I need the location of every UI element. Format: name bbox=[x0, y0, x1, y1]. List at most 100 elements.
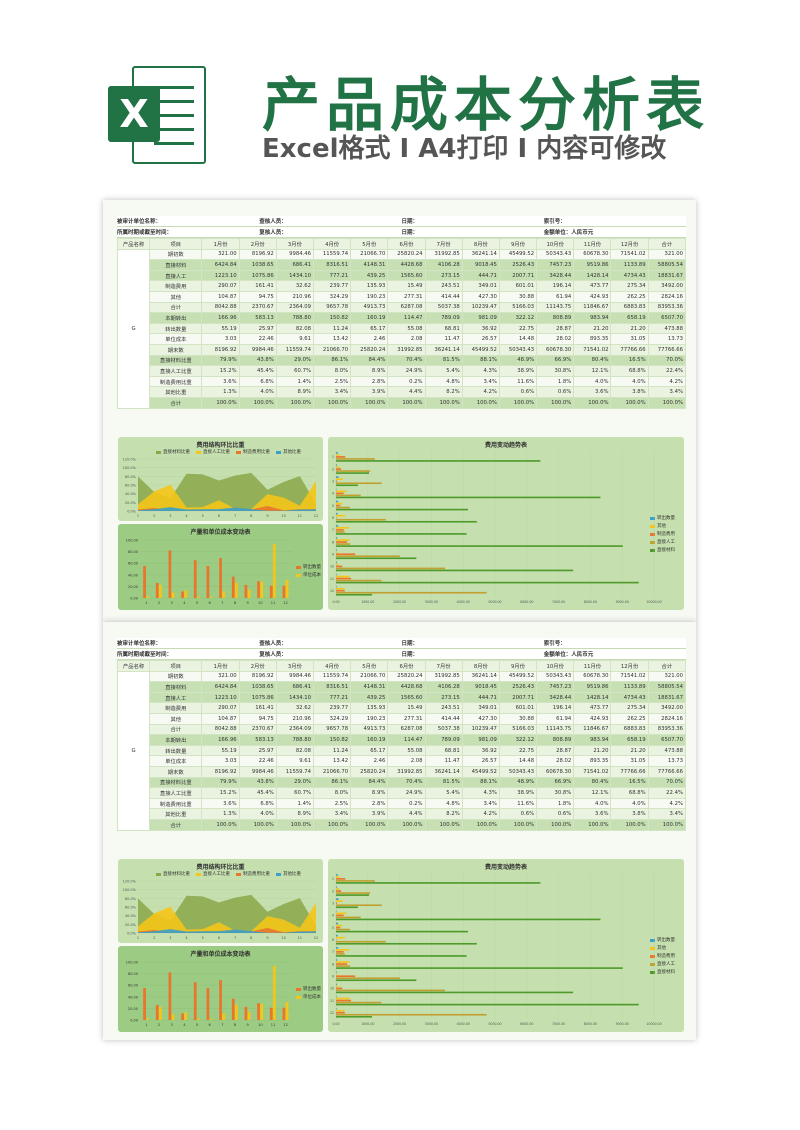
legend-label: 直接人工比重 bbox=[203, 450, 230, 455]
y-tick-label: 4 bbox=[332, 914, 334, 918]
trend-chart-title: 费用变动趋势表 bbox=[484, 442, 527, 449]
y-tick-label: 12 bbox=[330, 1011, 334, 1015]
column-header: 6月份 bbox=[387, 238, 426, 250]
trend-bar bbox=[336, 591, 487, 594]
table-cell: 86.1% bbox=[312, 776, 352, 789]
trend-bar bbox=[336, 579, 382, 582]
table-cell: 100.0% bbox=[498, 396, 538, 409]
table-cell: 70.0% bbox=[647, 776, 687, 789]
trend-bar bbox=[336, 577, 352, 580]
trend-bar bbox=[336, 470, 371, 472]
trend-bar bbox=[336, 563, 338, 566]
legend-item: 其他 bbox=[650, 945, 675, 951]
legend-label: 直接材料比重 bbox=[163, 872, 190, 877]
table-cell: 5166.03 bbox=[498, 301, 538, 314]
table-cell: 2526.43 bbox=[498, 681, 538, 693]
table-cell: 45499.52 bbox=[461, 343, 500, 356]
table-cell: 1434.10 bbox=[275, 691, 314, 704]
trend-bar bbox=[336, 551, 337, 553]
table-cell: 9657.78 bbox=[312, 301, 352, 314]
y-tick-label: 7 bbox=[332, 950, 334, 954]
table-cell: 80.4% bbox=[573, 776, 612, 789]
table-cell: 686.41 bbox=[275, 259, 314, 271]
trend-bar bbox=[336, 496, 601, 499]
table-row: 制造费用 290.07 161.41 32.62 239.77 135.93 15.49 24… bbox=[118, 280, 687, 292]
table-cell: 1223.10 bbox=[201, 691, 240, 704]
table-cell: 277.31 bbox=[387, 712, 426, 725]
y-tick-label: 3 bbox=[332, 479, 334, 483]
table-cell: 275.34 bbox=[610, 702, 649, 714]
area-series bbox=[138, 507, 316, 511]
table-cell: 55.08 bbox=[387, 744, 426, 757]
table-row: 制造费用比重 3.6% 6.8% 1.4% 2.5% 2.8% 0.2% 4.8% 3.4% 11… bbox=[118, 797, 687, 810]
table-cell: 414.44 bbox=[424, 290, 463, 303]
bar-chart-panel: 产量和单位成本变动表 转出数量 单位成本 0.00 20.00 40.00 60.00 80.… bbox=[118, 946, 323, 1032]
x-tick-label: 8000.00 bbox=[584, 600, 597, 604]
table-cell: 24.9% bbox=[387, 365, 426, 377]
table-cell: 8.2% bbox=[424, 386, 463, 398]
table-cell: 21.20 bbox=[573, 744, 612, 757]
table-cell: 100.0% bbox=[387, 818, 426, 831]
trend-chart-title: 费用变动趋势表 bbox=[484, 864, 527, 871]
table-cell: 60678.30 bbox=[536, 343, 575, 356]
table-cell: 6.8% bbox=[238, 797, 277, 810]
x-tick-label: 7000.00 bbox=[552, 1022, 565, 1026]
bar bbox=[273, 543, 276, 598]
table-cell: 66.9% bbox=[536, 776, 575, 789]
trend-bar bbox=[336, 934, 338, 937]
x-tick-label: 1 bbox=[137, 936, 139, 940]
table-row: 合计 100.0% 100.0% 100.0% 100.0% 100.0% 100.0% 10… bbox=[118, 396, 687, 409]
bar bbox=[181, 1013, 184, 1020]
table-cell: 11.24 bbox=[312, 744, 352, 757]
table-cell: 100.0% bbox=[573, 396, 612, 409]
area-series bbox=[138, 927, 316, 933]
trend-bar bbox=[336, 543, 351, 545]
table-cell: 100.0% bbox=[201, 396, 240, 409]
table-cell: 15.2% bbox=[201, 365, 240, 377]
bar bbox=[247, 1011, 251, 1020]
y-tick-label: 9 bbox=[332, 552, 334, 556]
table-cell: 9657.78 bbox=[312, 723, 352, 736]
x-tick-label: 8 bbox=[234, 1023, 236, 1027]
table-cell: 100.0% bbox=[424, 396, 463, 409]
table-cell: 28.87 bbox=[536, 744, 575, 757]
trend-bar bbox=[336, 492, 344, 495]
table-cell: 4734.43 bbox=[610, 269, 649, 282]
trend-bar bbox=[336, 985, 338, 988]
y-tick-label: 80.0% bbox=[125, 897, 137, 901]
table-cell: 439.25 bbox=[350, 691, 389, 704]
y-tick-label: 60.00 bbox=[128, 562, 138, 566]
table-cell: 31992.85 bbox=[387, 343, 426, 356]
table-cell: 21.20 bbox=[573, 322, 612, 335]
legend-label: 直接人工 bbox=[657, 540, 675, 545]
table-cell: 6424.84 bbox=[201, 681, 240, 693]
table-cell: 31992.85 bbox=[387, 765, 426, 778]
trend-bar bbox=[336, 575, 350, 578]
table-cell: 6507.70 bbox=[647, 312, 687, 324]
table-cell: 24.9% bbox=[387, 787, 426, 799]
trend-bar bbox=[336, 478, 343, 480]
row-label: 单位成本 bbox=[149, 333, 203, 345]
column-header: 1月份 bbox=[201, 660, 240, 672]
table-cell: 3.6% bbox=[573, 808, 612, 820]
x-tick-label: 2000.00 bbox=[393, 600, 406, 604]
trend-bar bbox=[336, 504, 341, 507]
y-tick-label: 2 bbox=[332, 467, 334, 471]
trend-bar bbox=[336, 999, 352, 1002]
table-cell: 45499.52 bbox=[461, 765, 500, 778]
table-cell: 273.15 bbox=[424, 269, 463, 282]
trend-bar bbox=[336, 525, 339, 527]
bar bbox=[197, 596, 200, 598]
trend-bar bbox=[336, 924, 343, 927]
table-cell: 473.77 bbox=[573, 702, 612, 714]
table-cell: 11.6% bbox=[498, 375, 538, 388]
table-cell: 36.92 bbox=[461, 322, 500, 335]
bar bbox=[235, 1004, 238, 1020]
table-cell: 0.6% bbox=[498, 808, 538, 820]
table-cell: 135.93 bbox=[350, 280, 389, 292]
legend-item: 直接人工比重 bbox=[196, 871, 230, 877]
table-cell: 65.17 bbox=[350, 744, 389, 757]
table-cell: 8.9% bbox=[275, 808, 314, 820]
x-tick-label: 5 bbox=[202, 514, 204, 518]
bar bbox=[184, 1012, 188, 1020]
